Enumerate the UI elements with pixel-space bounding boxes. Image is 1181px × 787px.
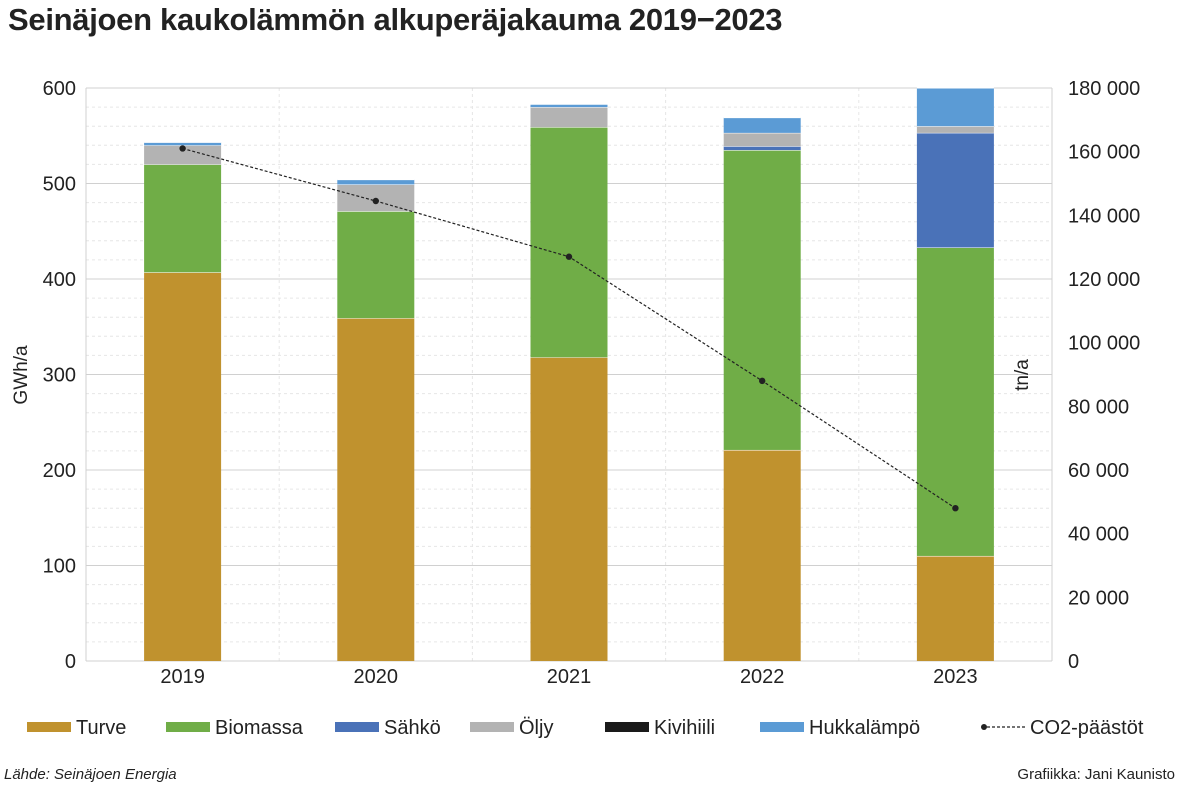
bar-segment bbox=[916, 126, 994, 133]
legend-line-marker bbox=[981, 724, 987, 730]
bar-segment bbox=[530, 357, 608, 661]
x-tick-label: 2023 bbox=[933, 666, 978, 688]
x-tick-label: 2021 bbox=[547, 666, 592, 688]
bar-segment bbox=[144, 272, 222, 661]
bar-segment bbox=[723, 117, 801, 133]
co2-point bbox=[565, 253, 573, 260]
y2-tick-label: 100 000 bbox=[1068, 333, 1140, 355]
bar-segment bbox=[916, 88, 994, 127]
y-tick-label: 600 bbox=[43, 78, 76, 100]
y-tick-label: 400 bbox=[43, 269, 76, 291]
bar-segment bbox=[144, 142, 222, 146]
bar-segment bbox=[916, 247, 994, 556]
bar-segment bbox=[144, 145, 222, 165]
co2-point bbox=[759, 377, 766, 385]
y2-tick-label: 180 000 bbox=[1068, 78, 1140, 100]
y2-tick-label: 0 bbox=[1068, 651, 1079, 673]
legend-swatch bbox=[470, 722, 514, 732]
legend-label: Hukkalämpö bbox=[809, 717, 920, 739]
y-tick-label: 100 bbox=[43, 556, 76, 578]
y2-tick-label: 120 000 bbox=[1068, 269, 1140, 291]
y-tick-label: 500 bbox=[43, 174, 76, 196]
x-tick-label: 2022 bbox=[740, 666, 785, 688]
source-note: Lähde: Seinäjoen Energia bbox=[4, 766, 177, 783]
credit-note: Grafiikka: Jani Kaunisto bbox=[1017, 766, 1175, 783]
legend-swatch bbox=[166, 722, 210, 732]
bar-segment bbox=[916, 555, 994, 661]
legend-label: Sähkö bbox=[384, 717, 441, 739]
x-tick-label: 2020 bbox=[354, 666, 399, 688]
legend-label: CO2-päästöt bbox=[1030, 717, 1144, 739]
legend-swatch bbox=[335, 722, 379, 732]
y2-tick-label: 160 000 bbox=[1068, 142, 1140, 164]
y2-axis-label: tn/a bbox=[1012, 359, 1033, 391]
legend-label: Biomassa bbox=[215, 717, 304, 739]
legend-label: Turve bbox=[76, 717, 126, 739]
y-tick-label: 200 bbox=[43, 460, 76, 482]
bar-segment bbox=[337, 179, 415, 185]
y-axis-label: GWh/a bbox=[11, 345, 32, 405]
y2-tick-label: 140 000 bbox=[1068, 205, 1140, 227]
y2-tick-label: 80 000 bbox=[1068, 396, 1129, 418]
bar-segment bbox=[530, 104, 608, 108]
y2-tick-label: 60 000 bbox=[1068, 460, 1129, 482]
y-tick-label: 0 bbox=[65, 651, 76, 673]
legend-label: Kivihiili bbox=[654, 717, 715, 739]
legend-swatch bbox=[27, 722, 71, 732]
co2-point bbox=[372, 197, 379, 205]
chart-title: Seinäjoen kaukolämmön alkuperäjakauma 20… bbox=[8, 2, 783, 37]
legend-swatch bbox=[605, 722, 649, 732]
y2-tick-label: 20 000 bbox=[1068, 587, 1129, 609]
bar-segment bbox=[530, 127, 608, 358]
legend-swatch bbox=[760, 722, 804, 732]
bar-segment bbox=[723, 146, 801, 151]
co2-point bbox=[952, 505, 959, 512]
bar-segment bbox=[916, 132, 994, 248]
bar-segment bbox=[144, 164, 222, 273]
bar-segment bbox=[723, 132, 801, 147]
bar-segment bbox=[723, 150, 801, 450]
x-tick-label: 2019 bbox=[160, 666, 205, 688]
legend-label: Öljy bbox=[519, 717, 553, 739]
bar-segment bbox=[530, 107, 608, 128]
bar-segment bbox=[337, 318, 415, 661]
bar-segment bbox=[723, 449, 801, 661]
y-tick-label: 300 bbox=[43, 365, 76, 387]
y2-tick-label: 40 000 bbox=[1068, 524, 1129, 546]
co2-point bbox=[179, 145, 186, 152]
bar-segment bbox=[337, 211, 415, 319]
